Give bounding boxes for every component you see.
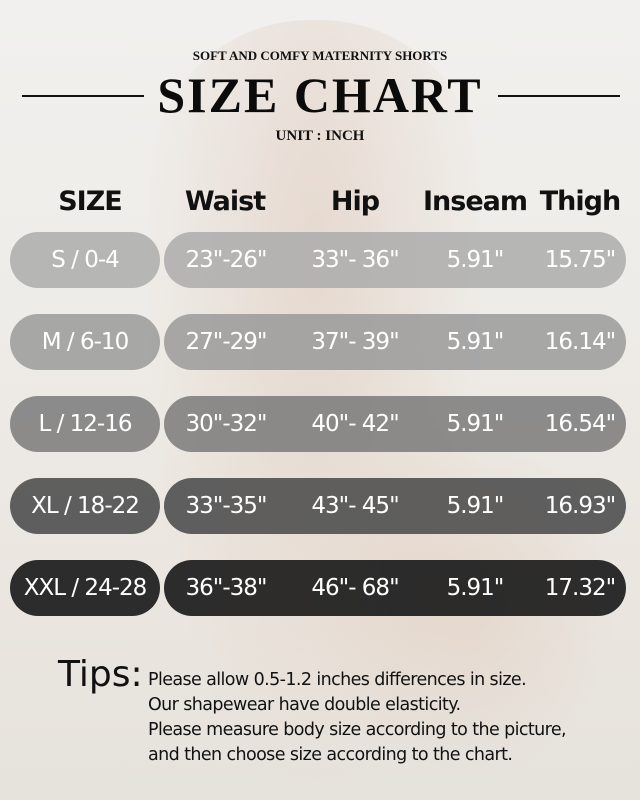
- size-pill: [10, 478, 160, 534]
- header-thigh: Thigh: [539, 186, 621, 217]
- cell-hip: 43"- 45": [311, 493, 399, 519]
- cell-inseam: 5.91": [446, 329, 505, 355]
- table-row: XXL / 24-28 36"-38" 46"- 68" 5.91" 17.32": [0, 560, 640, 616]
- cell-size: S / 0-4: [51, 247, 120, 273]
- cell-inseam: 5.91": [446, 411, 505, 437]
- cell-inseam: 5.91": [446, 247, 505, 273]
- cell-hip: 37"- 39": [311, 329, 399, 355]
- title-divider-left: [22, 95, 144, 97]
- header-waist: Waist: [184, 186, 266, 217]
- values-pill: [164, 396, 626, 452]
- tip-line: Please allow 0.5-1.2 inches differences …: [148, 670, 527, 690]
- tip-line: and then choose size according to the ch…: [148, 745, 513, 765]
- cell-waist: 23"-26": [185, 247, 268, 273]
- size-pill: [10, 314, 160, 370]
- header-size: SIZE: [58, 186, 123, 217]
- title-divider-right: [498, 95, 620, 97]
- cell-waist: 27"-29": [185, 329, 268, 355]
- cell-size: XL / 18-22: [31, 493, 140, 519]
- values-pill: [164, 560, 626, 616]
- values-pill: [164, 232, 626, 288]
- cell-thigh: 17.32": [544, 575, 616, 601]
- cell-thigh: 16.54": [544, 411, 616, 437]
- cell-thigh: 15.75": [544, 247, 616, 273]
- table-row: L / 12-16 30"-32" 40"- 42" 5.91" 16.54": [0, 396, 640, 452]
- cell-size: L / 12-16: [38, 411, 132, 437]
- cell-inseam: 5.91": [446, 493, 505, 519]
- size-pill: [10, 560, 160, 616]
- cell-size: M / 6-10: [41, 329, 129, 355]
- table-row: M / 6-10 27"-29" 37"- 39" 5.91" 16.14": [0, 314, 640, 370]
- header-hip: Hip: [330, 186, 380, 217]
- tip-line: Please measure body size according to th…: [148, 720, 567, 740]
- table-row: XL / 18-22 33"-35" 43"- 45" 5.91" 16.93": [0, 478, 640, 534]
- cell-hip: 40"- 42": [311, 411, 399, 437]
- tip-line: Our shapewear have double elasticity.: [148, 695, 461, 715]
- tips-text: Please allow 0.5-1.2 inches differences …: [148, 668, 567, 768]
- cell-inseam: 5.91": [446, 575, 505, 601]
- cell-waist: 30"-32": [185, 411, 268, 437]
- cell-thigh: 16.93": [544, 493, 616, 519]
- cell-waist: 33"-35": [185, 493, 268, 519]
- subtitle: SOFT AND COMFY MATERNITY SHORTS: [192, 48, 448, 63]
- unit-label: UNIT : INCH: [275, 128, 365, 144]
- cell-waist: 36"-38": [185, 575, 268, 601]
- tips-label: Tips:: [58, 654, 143, 695]
- cell-size: XXL / 24-28: [23, 575, 148, 601]
- cell-thigh: 16.14": [544, 329, 616, 355]
- values-pill: [164, 478, 626, 534]
- cell-hip: 33"- 36": [311, 247, 399, 273]
- header-inseam: Inseam: [422, 186, 528, 217]
- size-pill: [10, 232, 160, 288]
- table-row: S / 0-4 23"-26" 33"- 36" 5.91" 15.75": [0, 232, 640, 288]
- page-title: SIZE CHART: [157, 67, 483, 123]
- cell-hip: 46"- 68": [311, 575, 399, 601]
- size-pill: [10, 396, 160, 452]
- values-pill: [164, 314, 626, 370]
